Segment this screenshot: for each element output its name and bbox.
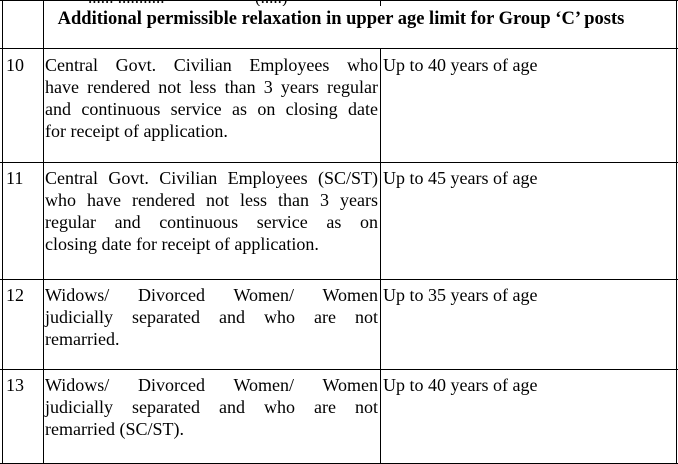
cropped-text-1: ...... ...........: [88, 0, 165, 6]
row-13-sno: 13: [6, 375, 24, 395]
row-13-desc-line: remarried (SC/ST).: [45, 419, 184, 439]
row-11-desc-line: closing date for receipt of application.: [45, 234, 319, 254]
row-11-desc-line: who have rendered not less than 3 years: [45, 190, 378, 210]
rule-left: [2, 0, 3, 464]
row-12-relaxation: Up to 35 years of age: [383, 285, 538, 305]
rule-col-sno: [43, 0, 44, 464]
row-13-desc-line: judicially separated and who are not: [45, 397, 378, 417]
row-10-sno: 10: [6, 55, 24, 75]
row-11-sno: 11: [6, 168, 24, 188]
cropped-previous-row: ...... ........... (.....): [0, 0, 678, 6]
table-header: Additional permissible relaxation in upp…: [57, 9, 625, 29]
row-10-desc-line: and continuous service as on closing dat…: [45, 99, 378, 119]
rule-top: [0, 0, 678, 1]
row-10-desc-line: Central Govt. Civilian Employees who: [45, 55, 378, 75]
row-11-desc-line: Central Govt. Civilian Employees (SC/ST): [45, 168, 378, 188]
row-10-relaxation: Up to 40 years of age: [383, 55, 538, 75]
rule-row-11-bottom: [0, 279, 678, 280]
rule-col-desc-top: [380, 0, 381, 6]
rule-right: [676, 0, 677, 464]
cropped-text-2: (.....): [255, 0, 288, 6]
row-13-relaxation: Up to 40 years of age: [383, 375, 538, 395]
row-11-relaxation: Up to 45 years of age: [383, 168, 538, 188]
row-10-desc-line: have rendered not less than 3 years regu…: [45, 77, 378, 97]
row-11-desc-line: regular and continuous service as on: [45, 212, 378, 232]
row-10-description: Central Govt. Civilian Employees who hav…: [45, 54, 378, 142]
row-11-description: Central Govt. Civilian Employees (SC/ST)…: [45, 167, 378, 255]
rule-row-10-bottom: [0, 162, 678, 163]
row-12-desc-line: Widows/ Divorced Women/ Women: [45, 285, 378, 305]
row-13-description: Widows/ Divorced Women/ Women judicially…: [45, 374, 378, 440]
row-12-desc-line: remarried.: [45, 329, 120, 349]
rule-header-bottom: [0, 48, 678, 49]
row-13-desc-line: Widows/ Divorced Women/ Women: [45, 375, 378, 395]
row-10-desc-line: for receipt of application.: [45, 121, 228, 141]
rule-row-12-bottom: [0, 369, 678, 370]
row-12-sno: 12: [6, 285, 24, 305]
row-12-description: Widows/ Divorced Women/ Women judicially…: [45, 284, 378, 350]
row-12-desc-line: judicially separated and who are not: [45, 307, 378, 327]
rule-col-desc: [380, 49, 381, 464]
